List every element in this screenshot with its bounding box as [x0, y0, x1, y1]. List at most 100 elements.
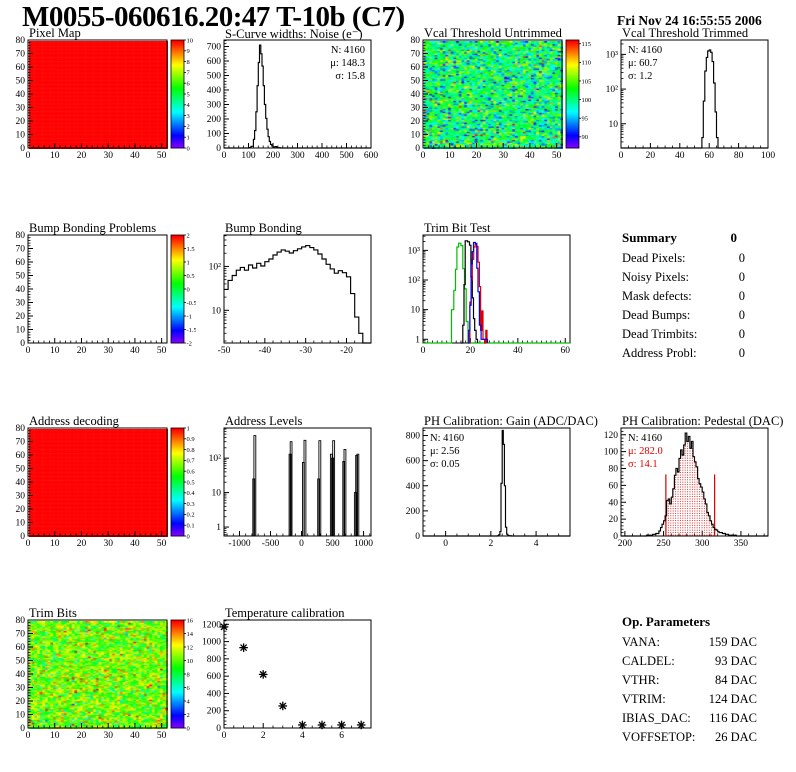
chart-title: PH Calibration: Pedestal (DAC): [622, 414, 784, 428]
svg-text:0: 0: [187, 725, 190, 732]
svg-text:50: 50: [157, 539, 167, 549]
svg-text:8: 8: [187, 59, 190, 66]
svg-text:20: 20: [411, 117, 421, 127]
svg-text:60: 60: [561, 346, 571, 356]
panel-trim-bit-test: Trim Bit Test 0 20 40 60 1 10 10² 10³: [395, 221, 591, 416]
svg-text:0: 0: [613, 532, 618, 542]
svg-text:80: 80: [16, 231, 26, 241]
svg-text:0: 0: [443, 539, 448, 549]
scurve-noise-plot: 0 100 200 300 400 500 600 0 100 200 300 400 500 600 70…: [207, 39, 379, 161]
svg-text:20: 20: [77, 539, 87, 549]
svg-text:N: 4160: N: 4160: [628, 433, 662, 444]
chart-title: Bump Bonding Problems: [29, 221, 157, 235]
svg-text:600: 600: [364, 151, 379, 161]
svg-text:10²: 10²: [209, 454, 222, 464]
svg-text:0.6: 0.6: [187, 469, 196, 476]
svg-text:0: 0: [619, 151, 624, 161]
svg-text:-2: -2: [187, 340, 192, 347]
svg-text:0: 0: [187, 286, 190, 293]
svg-text:0: 0: [26, 151, 31, 161]
svg-text:10³: 10³: [606, 50, 619, 60]
svg-text:1: 1: [187, 425, 190, 432]
svg-text:40: 40: [16, 90, 26, 100]
svg-text:40: 40: [525, 151, 535, 161]
svg-text:100: 100: [241, 151, 256, 161]
svg-text:0: 0: [20, 724, 25, 734]
svg-text:70: 70: [411, 50, 421, 60]
svg-text:500: 500: [207, 72, 222, 82]
svg-text:40: 40: [411, 90, 421, 100]
svg-text:80: 80: [609, 465, 619, 475]
svg-text:-40: -40: [258, 346, 271, 356]
svg-text:500: 500: [325, 539, 340, 549]
svg-text:300: 300: [695, 539, 710, 549]
svg-text:2: 2: [187, 232, 190, 239]
svg-text:600: 600: [207, 672, 222, 682]
panel-bump-bonding: Bump Bonding -50 -40 -30 -20 10 10²: [196, 221, 392, 416]
svg-text:10: 10: [609, 120, 619, 130]
svg-text:120: 120: [604, 431, 619, 441]
svg-text:50: 50: [16, 77, 26, 87]
trim-bits-plot: 0 10 20 30 40 5001020304050607080024681012141…: [16, 616, 194, 741]
svg-text:80: 80: [411, 36, 421, 46]
svg-text:4: 4: [187, 698, 191, 705]
svg-text:σ: 14.1: σ: 14.1: [628, 459, 658, 470]
svg-text:0: 0: [26, 731, 31, 741]
panel-vcal-trimmed: Vcal Threshold Trimmed 0 20 40 60 80 100 10 10²…: [593, 26, 789, 221]
op-row-voffsetop: VOFFSETOP: 26 DAC: [622, 730, 757, 744]
op-row-caldel: CALDEL: 93 DAC: [622, 654, 757, 668]
svg-text:0: 0: [222, 151, 227, 161]
svg-text:30: 30: [103, 539, 113, 549]
op-row-vthr: VTHR: 84 DAC: [622, 673, 757, 687]
trim-bit-test-plot: 0 20 40 60 1 10 10² 10³: [408, 234, 571, 356]
chart-title: Temperature calibration: [225, 606, 345, 620]
svg-text:800: 800: [406, 432, 421, 442]
svg-text:60: 60: [16, 258, 26, 268]
svg-text:40: 40: [513, 346, 523, 356]
svg-text:0.8: 0.8: [187, 447, 195, 454]
svg-text:40: 40: [16, 285, 26, 295]
pixel-map-heatmap-cells: [28, 40, 168, 149]
svg-text:σ: 15.8: σ: 15.8: [335, 71, 365, 82]
op-row-vana: VANA: 159 DAC: [622, 635, 757, 649]
svg-text:20: 20: [646, 151, 656, 161]
svg-text:50: 50: [157, 151, 167, 161]
op-row-vtrim: VTRIM: 124 DAC: [622, 692, 757, 706]
svg-text:95: 95: [582, 116, 589, 123]
svg-text:50: 50: [16, 465, 26, 475]
svg-text:10: 10: [50, 346, 60, 356]
vcal-untrimmed-plot: 0 10 20 30 40 5001020304050607080909510010511…: [411, 36, 592, 161]
svg-text:1: 1: [216, 523, 221, 533]
svg-text:10: 10: [16, 131, 26, 141]
svg-text:400: 400: [207, 86, 222, 96]
svg-text:10: 10: [16, 519, 26, 529]
svg-text:40: 40: [130, 346, 140, 356]
op-parameters-title: Op. Parameters: [622, 614, 711, 629]
svg-text:10: 10: [445, 151, 455, 161]
svg-text:80: 80: [16, 424, 26, 434]
svg-text:2: 2: [187, 712, 190, 719]
svg-text:300: 300: [290, 151, 305, 161]
svg-text:30: 30: [16, 299, 26, 309]
svg-text:9: 9: [187, 48, 190, 55]
svg-text:30: 30: [103, 151, 113, 161]
summary-title: Summary: [622, 230, 677, 245]
svg-text:-500: -500: [262, 539, 280, 549]
svg-text:50: 50: [16, 272, 26, 282]
svg-text:0: 0: [187, 145, 190, 152]
svg-text:2: 2: [488, 539, 493, 549]
svg-text:20: 20: [77, 346, 87, 356]
svg-text:0: 0: [222, 731, 227, 741]
ph-gain-plot: 0 2 4 0 200 400 600 800 N: 4160 μ: 2.56 σ: 0.05: [406, 427, 571, 549]
svg-text:2: 2: [187, 124, 190, 131]
svg-text:10²: 10²: [606, 85, 619, 95]
svg-text:700: 700: [207, 43, 222, 53]
svg-text:0: 0: [216, 144, 221, 154]
svg-text:80: 80: [734, 151, 744, 161]
svg-text:-1.5: -1.5: [187, 327, 197, 334]
svg-text:60: 60: [16, 643, 26, 653]
svg-text:350: 350: [734, 539, 749, 549]
svg-text:110: 110: [582, 60, 592, 67]
summary-panel: Summary 0 Dead Pixels: 0 Noisy Pixels: 0 M…: [593, 230, 745, 365]
svg-text:10³: 10³: [408, 246, 421, 256]
